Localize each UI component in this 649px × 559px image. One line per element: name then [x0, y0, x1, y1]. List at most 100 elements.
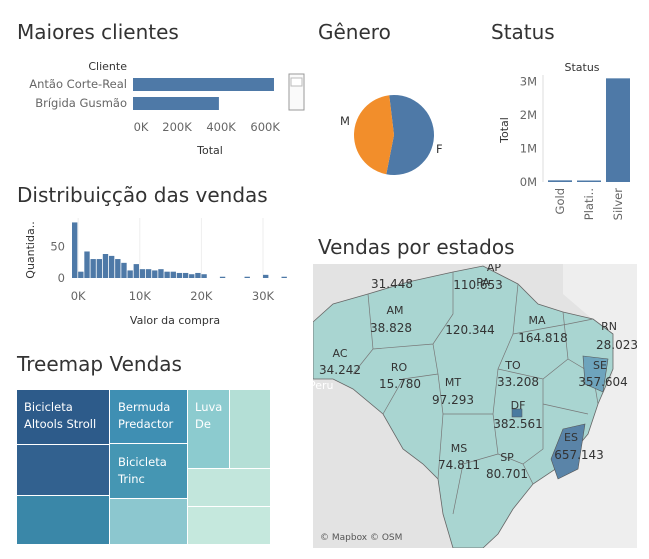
- treemap-label-3a: Bicicleta: [118, 455, 167, 469]
- clients-title: Maiores clientes: [17, 20, 179, 44]
- map-state-value: 33.208: [497, 375, 539, 389]
- pie-slice-m[interactable]: [354, 95, 394, 175]
- clients-category-label: Antão Corte-Real: [29, 77, 127, 91]
- treemap-label-2b: Predactor: [118, 417, 173, 431]
- dist-bar[interactable]: [90, 259, 96, 278]
- status-ylabel: Total: [498, 117, 511, 144]
- clients-bar[interactable]: [133, 97, 219, 110]
- dist-bar[interactable]: [115, 259, 121, 278]
- pie-slice-f[interactable]: [386, 95, 434, 175]
- clients-xtick: 0K: [134, 120, 149, 134]
- brazil-map[interactable]: AP 110.653 31.448 AM 38.828 PA 120.344 MA 164.81…: [313, 264, 637, 548]
- dist-bar[interactable]: [139, 269, 146, 278]
- dist-bar[interactable]: [84, 251, 90, 278]
- dist-xtick: 10K: [129, 289, 152, 303]
- map-state-value: 31.448: [371, 277, 413, 291]
- map-state-se[interactable]: [582, 355, 609, 393]
- treemap-label-3b: Trinc: [117, 472, 145, 486]
- clients-chart: Cliente Antão Corte-Real Brígida Gusmão 0K…: [29, 60, 305, 157]
- dist-bar[interactable]: [176, 272, 183, 278]
- gender-chart: MF: [340, 95, 443, 175]
- clients-xtick: 400K: [206, 120, 236, 134]
- dist-bar[interactable]: [164, 271, 170, 278]
- map-state-abbr: AM: [386, 304, 403, 317]
- dist-bar[interactable]: [219, 276, 226, 278]
- dist-bar[interactable]: [102, 254, 109, 278]
- map-state-abbr: RO: [391, 361, 408, 374]
- clients-scrollbar-thumb[interactable]: [290, 77, 303, 87]
- dist-ylabel: Quantida..: [24, 221, 37, 278]
- clients-category-label: Brígida Gusmão: [35, 96, 127, 110]
- status-bar[interactable]: [606, 78, 630, 182]
- status-chart: Status Total 0M 1M 2M 3M Gold Plati.. Silver: [498, 61, 630, 221]
- dist-bar[interactable]: [281, 276, 287, 278]
- status-ytick: 0M: [520, 175, 537, 189]
- pie-label-f: F: [436, 142, 443, 156]
- dist-bar[interactable]: [145, 269, 152, 278]
- treemap-tile-6[interactable]: [110, 499, 187, 544]
- gender-title: Gênero: [318, 20, 391, 44]
- treemap-tile-3[interactable]: [17, 496, 109, 544]
- treemap-tile-10[interactable]: [188, 507, 270, 544]
- map-state-abbr: AP: [487, 264, 502, 274]
- pie-label-m: M: [340, 114, 350, 128]
- dist-bar[interactable]: [189, 274, 195, 278]
- map-state-value: 38.828: [370, 321, 412, 335]
- treemap-tile-bermuda[interactable]: [110, 390, 187, 443]
- dist-bar[interactable]: [201, 274, 207, 278]
- dist-bar[interactable]: [108, 255, 115, 278]
- treemap-tile-bicicleta-trinc[interactable]: [110, 444, 187, 498]
- map-state-abbr: TO: [504, 359, 521, 372]
- treemap-tile-2[interactable]: [17, 445, 109, 495]
- clients-xlabel: Total: [196, 144, 223, 157]
- map-state-value: 120.344: [445, 323, 495, 337]
- map-state-value: 28.023: [596, 338, 637, 352]
- dist-bar[interactable]: [127, 270, 133, 278]
- clients-xtick: 200K: [162, 120, 192, 134]
- map-state-value: 357.604: [578, 375, 628, 389]
- map-state-abbr: ES: [564, 431, 578, 444]
- map-state-value: 164.818: [518, 331, 568, 345]
- map-state-abbr: SE: [593, 359, 607, 372]
- map-state-abbr: MT: [445, 376, 461, 389]
- map-state-abbr: RN: [601, 320, 617, 333]
- dist-xtick: 20K: [190, 289, 213, 303]
- treemap-label-4b: De: [195, 417, 211, 431]
- dist-bar[interactable]: [170, 271, 176, 278]
- treemap-tile-8[interactable]: [230, 390, 270, 468]
- map-state-abbr: SP: [500, 451, 514, 464]
- status-bar[interactable]: [548, 180, 572, 182]
- status-xtick: Silver: [611, 188, 625, 221]
- treemap-chart: Bicicleta Altools Stroll Bermuda Predact…: [17, 390, 270, 544]
- dist-ytick: 50: [50, 239, 65, 253]
- dist-bar[interactable]: [96, 259, 103, 278]
- status-ytick: 2M: [520, 108, 537, 122]
- treemap-tile-9[interactable]: [188, 469, 270, 506]
- map-state-value: 657.143: [554, 448, 604, 462]
- dist-bar[interactable]: [78, 271, 84, 278]
- dist-bar[interactable]: [244, 276, 250, 278]
- map-state-abbr: MS: [451, 442, 467, 455]
- dist-bar[interactable]: [263, 274, 269, 278]
- map-state-value: 34.242: [319, 363, 361, 377]
- map-state-value: 15.780: [379, 377, 421, 391]
- map-state-es[interactable]: [550, 423, 586, 480]
- clients-bar[interactable]: [133, 78, 274, 91]
- map-state-value: 110.653: [453, 278, 503, 292]
- dist-bar[interactable]: [152, 270, 158, 278]
- dist-bar[interactable]: [158, 269, 164, 278]
- status-xtick: Plati..: [582, 188, 596, 220]
- dist-bar[interactable]: [72, 222, 78, 278]
- dist-bar[interactable]: [133, 264, 139, 278]
- treemap-tile-bicicleta-altools[interactable]: [17, 390, 109, 444]
- map-state-value: 382.561: [493, 417, 543, 431]
- map-attribution: © Mapbox © OSM: [320, 533, 402, 543]
- treemap-label-2a: Bermuda: [118, 400, 170, 414]
- dist-bar[interactable]: [121, 262, 127, 278]
- dist-bar[interactable]: [182, 272, 189, 278]
- map-state-df[interactable]: [511, 408, 523, 418]
- treemap-tile-luva[interactable]: [188, 390, 229, 468]
- status-bar[interactable]: [577, 180, 601, 183]
- clients-header: Cliente: [88, 60, 127, 73]
- dist-bar[interactable]: [195, 272, 201, 278]
